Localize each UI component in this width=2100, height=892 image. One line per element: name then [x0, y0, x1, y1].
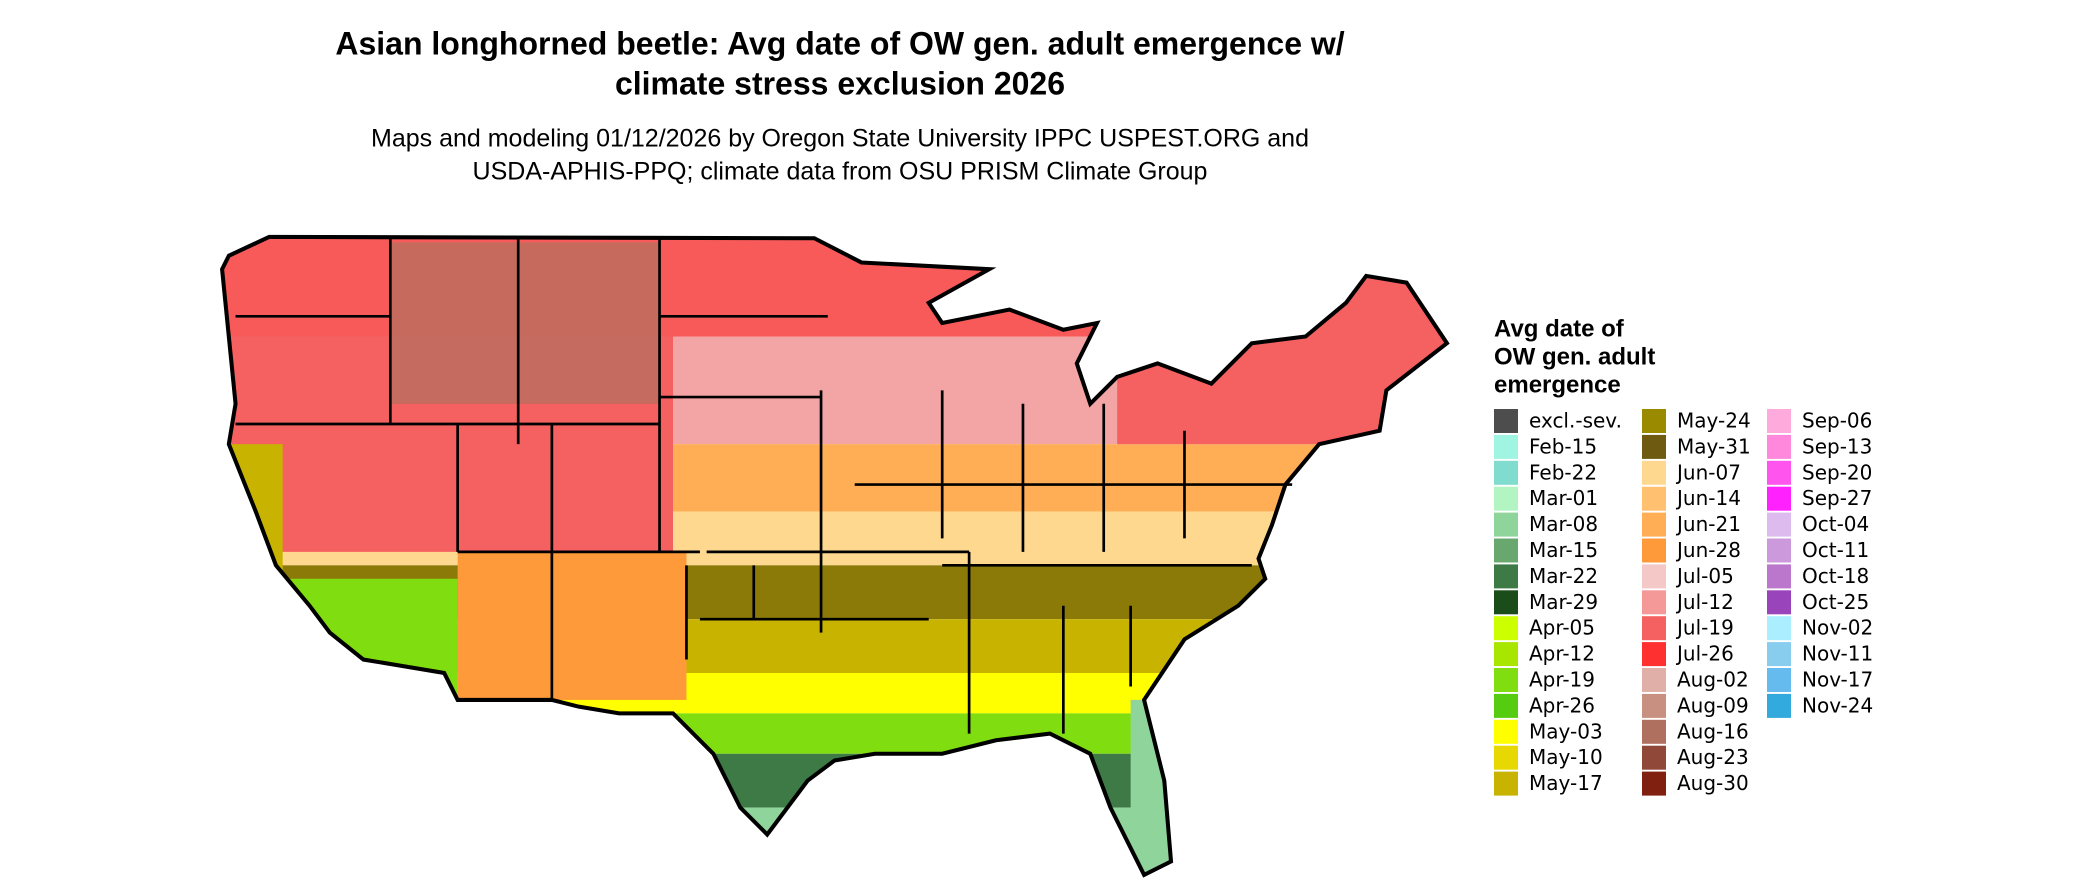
- legend-swatch: [1642, 564, 1666, 589]
- legend-label: Sep-13: [1802, 434, 1872, 458]
- legend-swatch: [1642, 512, 1666, 537]
- legend-label: Apr-05: [1529, 616, 1595, 640]
- legend-swatch: [1642, 460, 1666, 485]
- legend-swatch: [1494, 538, 1518, 563]
- legend-swatch: [1642, 538, 1666, 563]
- legend-label: Jun-28: [1675, 538, 1741, 562]
- legend-label: Feb-15: [1529, 434, 1597, 458]
- legend-label: Nov-02: [1802, 616, 1873, 640]
- legend-label: Mar-08: [1529, 512, 1598, 536]
- legend-label: Sep-06: [1802, 409, 1872, 433]
- legend-label: May-10: [1529, 745, 1603, 769]
- subtitle: USDA-APHIS-PPQ; climate data from OSU PR…: [473, 158, 1208, 186]
- legend-label: May-31: [1677, 434, 1751, 458]
- legend-label: Aug-23: [1677, 745, 1749, 769]
- legend-swatch: [1642, 616, 1666, 641]
- legend-label: Mar-15: [1529, 538, 1598, 562]
- legend-swatch: [1642, 409, 1666, 433]
- legend-swatch: [1767, 434, 1791, 459]
- map-fill: [222, 236, 1447, 875]
- map: [220, 234, 1450, 878]
- state-borders: [220, 234, 1450, 878]
- legend-swatch: [1767, 512, 1791, 537]
- legend-label: Oct-11: [1802, 538, 1869, 562]
- legend-label: Oct-04: [1802, 512, 1869, 536]
- legend-swatch: [1767, 460, 1791, 485]
- legend-swatch: [1494, 486, 1518, 511]
- legend-swatch: [1767, 642, 1791, 667]
- legend-swatch: [1767, 409, 1791, 433]
- legend-label: Apr-12: [1529, 642, 1595, 666]
- legend-label: Mar-22: [1529, 564, 1598, 588]
- legend-swatch: [1494, 642, 1518, 667]
- legend-swatch: [1494, 434, 1518, 459]
- legend-swatch: [1767, 486, 1791, 511]
- legend-label: Jun-07: [1675, 460, 1741, 484]
- legend-swatch: [1642, 434, 1666, 459]
- legend-label: Apr-19: [1529, 668, 1595, 692]
- subtitle: Maps and modeling 01/12/2026 by Oregon S…: [371, 125, 1309, 153]
- legend-label: Aug-30: [1677, 771, 1749, 795]
- legend-swatch: [1494, 693, 1518, 718]
- legend-label: Nov-24: [1802, 693, 1873, 717]
- legend-swatch: [1642, 590, 1666, 615]
- legend-swatch: [1767, 616, 1791, 641]
- legend-label: Jun-14: [1675, 486, 1741, 510]
- legend-label: Jul-19: [1675, 616, 1734, 640]
- legend-label: Mar-01: [1529, 486, 1598, 510]
- legend-label: Aug-16: [1677, 719, 1749, 743]
- legend-swatch: [1767, 590, 1791, 615]
- legend-label: Apr-26: [1529, 693, 1595, 717]
- legend-title: Avg date of: [1494, 315, 1625, 342]
- legend-label: Aug-02: [1677, 668, 1749, 692]
- legend-swatch: [1494, 512, 1518, 537]
- legend-swatch: [1642, 745, 1666, 770]
- legend-swatch: [1642, 486, 1666, 511]
- legend-label: May-24: [1677, 409, 1751, 433]
- header: Asian longhorned beetle: Avg date of OW …: [335, 25, 1344, 185]
- legend-label: excl.-sev.: [1529, 409, 1622, 433]
- legend-swatch: [1494, 590, 1518, 615]
- legend-swatch: [1642, 642, 1666, 667]
- legend-title: OW gen. adult: [1494, 343, 1655, 370]
- legend-swatch: [1642, 668, 1666, 692]
- legend-swatch: [1494, 668, 1518, 692]
- legend-label: Nov-17: [1802, 668, 1873, 692]
- legend-swatch: [1767, 564, 1791, 589]
- legend-swatch: [1642, 693, 1666, 718]
- legend-swatch: [1494, 460, 1518, 485]
- legend-label: Jul-05: [1675, 564, 1734, 588]
- title: climate stress exclusion 2026: [615, 65, 1065, 101]
- legend-swatch: [1494, 745, 1518, 770]
- legend-label: Feb-22: [1529, 460, 1597, 484]
- legend-label: Aug-09: [1677, 693, 1749, 717]
- legend-swatch: [1494, 409, 1518, 433]
- legend-swatch: [1767, 538, 1791, 563]
- legend-label: Nov-11: [1802, 642, 1873, 666]
- legend-label: Oct-25: [1802, 590, 1869, 614]
- legend-swatch: [1767, 693, 1791, 718]
- legend-label: Sep-27: [1802, 486, 1872, 510]
- legend-swatch: [1494, 616, 1518, 641]
- legend-label: Jun-21: [1675, 512, 1741, 536]
- legend-swatch: [1642, 771, 1666, 796]
- legend-swatch: [1494, 771, 1518, 796]
- legend-label: Mar-29: [1529, 590, 1598, 614]
- legend-title: emergence: [1494, 371, 1621, 398]
- legend-swatch: [1767, 668, 1791, 692]
- legend-label: Sep-20: [1802, 460, 1872, 484]
- legend-label: May-17: [1529, 771, 1603, 795]
- legend-swatch: [1494, 719, 1518, 744]
- legend-swatch: [1494, 564, 1518, 589]
- legend-label: May-03: [1529, 719, 1603, 743]
- legend-label: Oct-18: [1802, 564, 1869, 588]
- legend-swatch: [1642, 719, 1666, 744]
- legend-label: Jul-26: [1675, 642, 1734, 666]
- legend-label: Jul-12: [1675, 590, 1734, 614]
- title: Asian longhorned beetle: Avg date of OW …: [335, 25, 1344, 61]
